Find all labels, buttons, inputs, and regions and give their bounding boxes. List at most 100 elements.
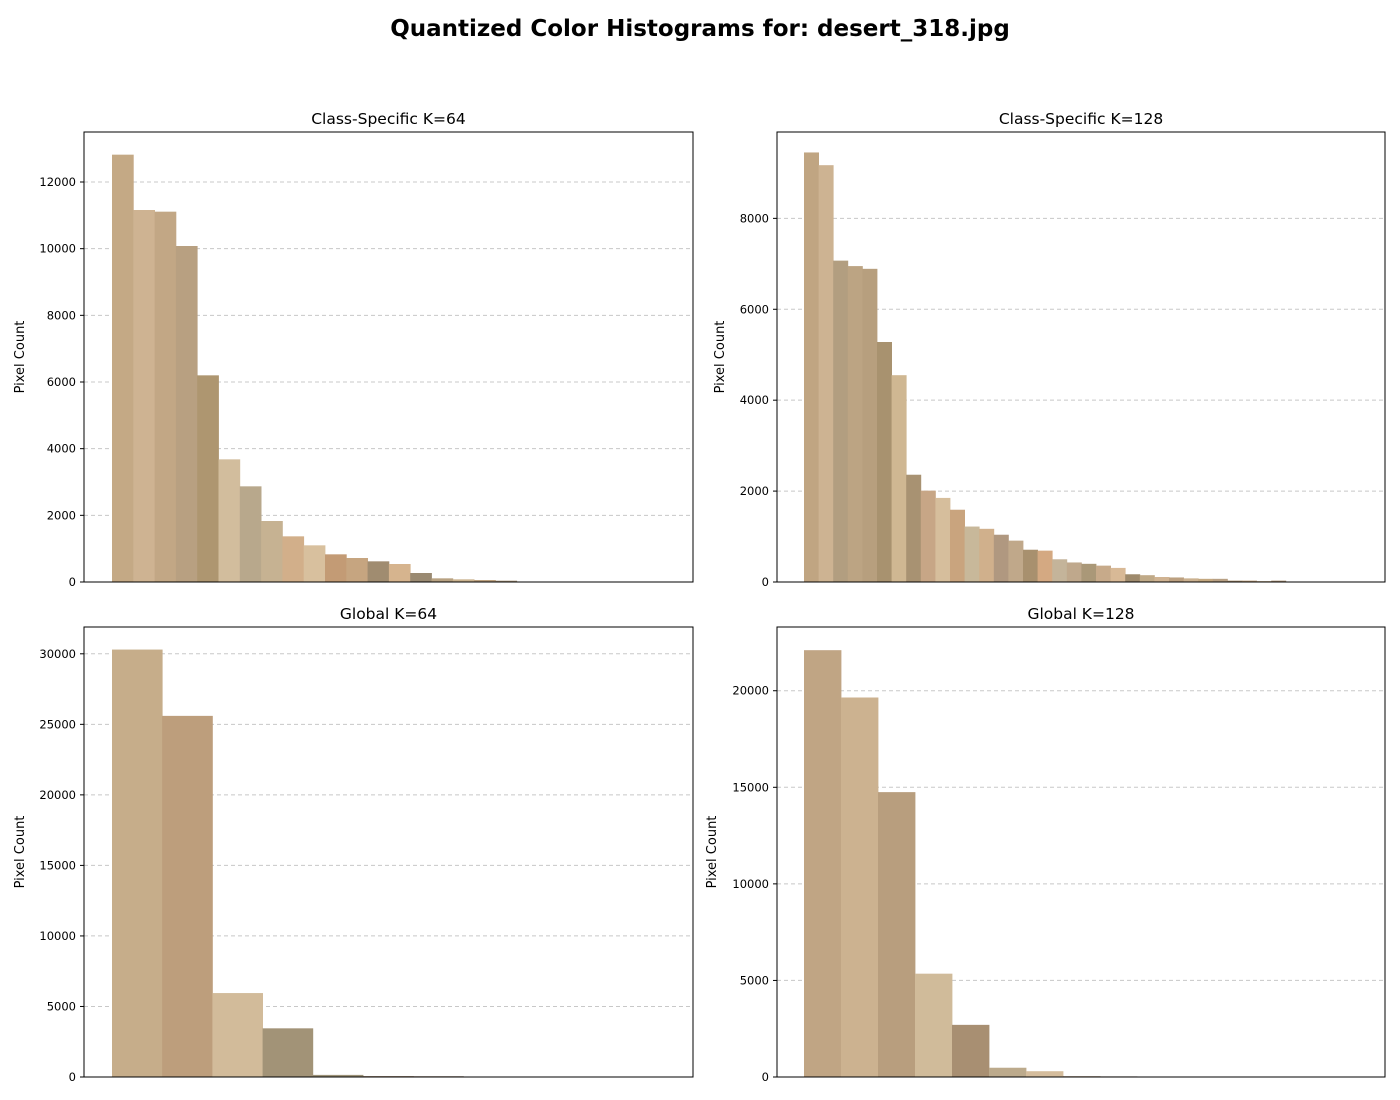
- y-axis-label: Pixel Count: [713, 321, 728, 394]
- bar: [212, 993, 263, 1077]
- bar: [162, 715, 213, 1077]
- bar: [833, 260, 849, 582]
- bar: [906, 474, 922, 582]
- bar: [1052, 559, 1068, 582]
- bar: [964, 526, 980, 582]
- bar: [979, 528, 995, 582]
- y-tick-label: 30000: [39, 647, 76, 661]
- bar: [1227, 580, 1243, 582]
- y-tick-label: 8000: [47, 308, 76, 322]
- chart-title: Class-Specific K=128: [999, 110, 1163, 128]
- bar: [1242, 580, 1257, 582]
- y-tick-label: 0: [69, 1070, 76, 1084]
- bar: [1169, 577, 1184, 582]
- y-tick-label: 20000: [39, 788, 76, 802]
- axes-frame: [83, 626, 694, 1078]
- bar: [841, 697, 879, 1077]
- y-tick-label: 0: [69, 575, 76, 589]
- axes-frame: [776, 131, 1386, 583]
- bar: [1139, 575, 1155, 582]
- bar: [452, 579, 475, 582]
- y-tick-label: 0: [762, 575, 769, 589]
- y-tick-label: 6000: [740, 302, 769, 316]
- bar: [1008, 540, 1024, 582]
- bar: [197, 375, 219, 582]
- bar: [1212, 578, 1228, 582]
- axes-frame: [83, 131, 694, 583]
- y-axis-label: Pixel Count: [13, 816, 28, 889]
- bar: [935, 497, 951, 582]
- y-tick-label: 15000: [732, 780, 769, 794]
- bar: [952, 1024, 990, 1077]
- bar: [1198, 578, 1214, 582]
- y-tick-label: 10000: [732, 877, 769, 891]
- bar: [133, 210, 155, 582]
- y-tick-label: 5000: [47, 999, 76, 1013]
- bar: [1110, 567, 1126, 582]
- bar: [112, 154, 134, 582]
- y-tick-label: 10000: [39, 242, 76, 256]
- bar: [1037, 550, 1053, 582]
- y-tick-label: 12000: [39, 175, 76, 189]
- bar: [346, 558, 368, 582]
- y-tick-label: 0: [762, 1070, 769, 1084]
- axes-frame: [776, 626, 1386, 1078]
- y-tick-label: 15000: [39, 858, 76, 872]
- bar: [804, 650, 842, 1077]
- y-axis-label: Pixel Count: [705, 816, 720, 889]
- chart-panel-3: 0 5000 10000 15000 20000 25000 30000 Global K=6…: [13, 605, 694, 1084]
- bar: [239, 486, 262, 582]
- bar: [410, 573, 432, 582]
- bar: [920, 490, 936, 582]
- y-tick-label: 6000: [47, 375, 76, 389]
- bar: [112, 649, 163, 1077]
- bar: [1183, 578, 1199, 582]
- bar: [367, 561, 390, 582]
- bar: [282, 536, 305, 582]
- bar: [218, 459, 241, 582]
- chart-panel-2: 0 2000 4000 6000 8000 Class-Specific K=128 Pix…: [713, 110, 1386, 589]
- chart-title: Global K=64: [340, 605, 437, 623]
- y-tick-label: 2000: [740, 484, 769, 498]
- bar: [950, 509, 965, 582]
- bar: [989, 1067, 1027, 1077]
- chart-panel-4: 0 5000 10000 15000 20000 Global K=128 Pixel Co…: [705, 605, 1386, 1084]
- chart-panel-1: 0 2000 4000 6000 8000 10000 12000 Class-Specifi…: [13, 110, 694, 589]
- y-tick-label: 5000: [740, 973, 769, 987]
- bar: [878, 792, 916, 1077]
- bar: [312, 1074, 364, 1077]
- bar: [1271, 580, 1287, 582]
- y-tick-label: 8000: [740, 211, 769, 225]
- y-tick-label: 2000: [47, 508, 76, 522]
- y-tick-label: 10000: [39, 929, 76, 943]
- y-tick-label: 20000: [732, 684, 769, 698]
- bar: [175, 246, 198, 582]
- chart-title: Class-Specific K=64: [311, 110, 466, 128]
- y-tick-label: 4000: [740, 393, 769, 407]
- bar: [993, 534, 1009, 582]
- bar: [1154, 577, 1170, 582]
- bar: [1023, 549, 1038, 582]
- bar: [1081, 563, 1097, 582]
- bar: [325, 554, 347, 582]
- bar: [818, 165, 834, 582]
- bar: [891, 375, 907, 582]
- bar: [1096, 565, 1111, 582]
- y-axis-label: Pixel Count: [13, 321, 28, 394]
- bar: [431, 578, 454, 582]
- bar: [915, 973, 953, 1077]
- bar: [877, 342, 892, 582]
- bar: [474, 580, 496, 582]
- bar: [303, 545, 326, 582]
- bar: [1026, 1071, 1064, 1077]
- y-tick-label: 4000: [47, 442, 76, 456]
- bar: [261, 521, 283, 582]
- bar: [154, 211, 177, 582]
- bar: [1066, 562, 1082, 582]
- y-tick-label: 25000: [39, 717, 76, 731]
- chart-title: Global K=128: [1027, 605, 1134, 623]
- bar: [1125, 574, 1141, 582]
- bar: [847, 266, 863, 582]
- bar: [495, 580, 518, 582]
